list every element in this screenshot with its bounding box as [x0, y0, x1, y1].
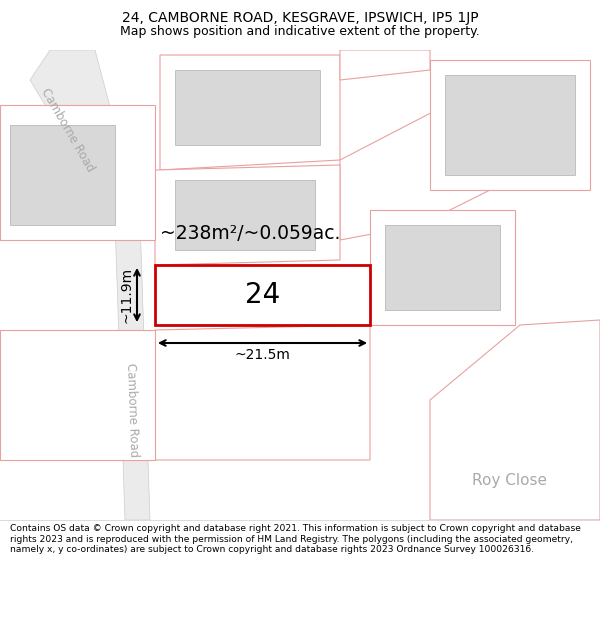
Text: Roy Close: Roy Close — [473, 472, 548, 488]
Bar — [175, 277, 315, 313]
Polygon shape — [155, 325, 370, 460]
Text: Map shows position and indicative extent of the property.: Map shows position and indicative extent… — [120, 24, 480, 38]
Polygon shape — [30, 50, 150, 520]
Polygon shape — [155, 165, 340, 265]
Text: Contains OS data © Crown copyright and database right 2021. This information is : Contains OS data © Crown copyright and d… — [10, 524, 581, 554]
Bar — [370, 210, 515, 325]
Bar — [175, 180, 315, 250]
Text: Camborne Road: Camborne Road — [39, 86, 97, 174]
Bar — [385, 225, 500, 310]
Bar — [0, 105, 155, 240]
Polygon shape — [340, 50, 430, 80]
Bar — [155, 265, 370, 325]
Text: 24, CAMBORNE ROAD, KESGRAVE, IPSWICH, IP5 1JP: 24, CAMBORNE ROAD, KESGRAVE, IPSWICH, IP… — [122, 11, 478, 25]
Polygon shape — [160, 55, 340, 170]
Polygon shape — [430, 320, 600, 520]
Bar — [0, 330, 155, 460]
Bar — [445, 75, 575, 175]
Text: ~11.9m: ~11.9m — [119, 267, 133, 323]
Text: ~21.5m: ~21.5m — [235, 348, 290, 362]
Text: 24: 24 — [245, 281, 280, 309]
Bar — [10, 125, 115, 225]
Text: Camborne Road: Camborne Road — [124, 362, 140, 458]
Polygon shape — [340, 90, 530, 240]
Bar — [430, 60, 590, 190]
Bar — [175, 70, 320, 145]
Text: ~238m²/~0.059ac.: ~238m²/~0.059ac. — [160, 224, 340, 243]
